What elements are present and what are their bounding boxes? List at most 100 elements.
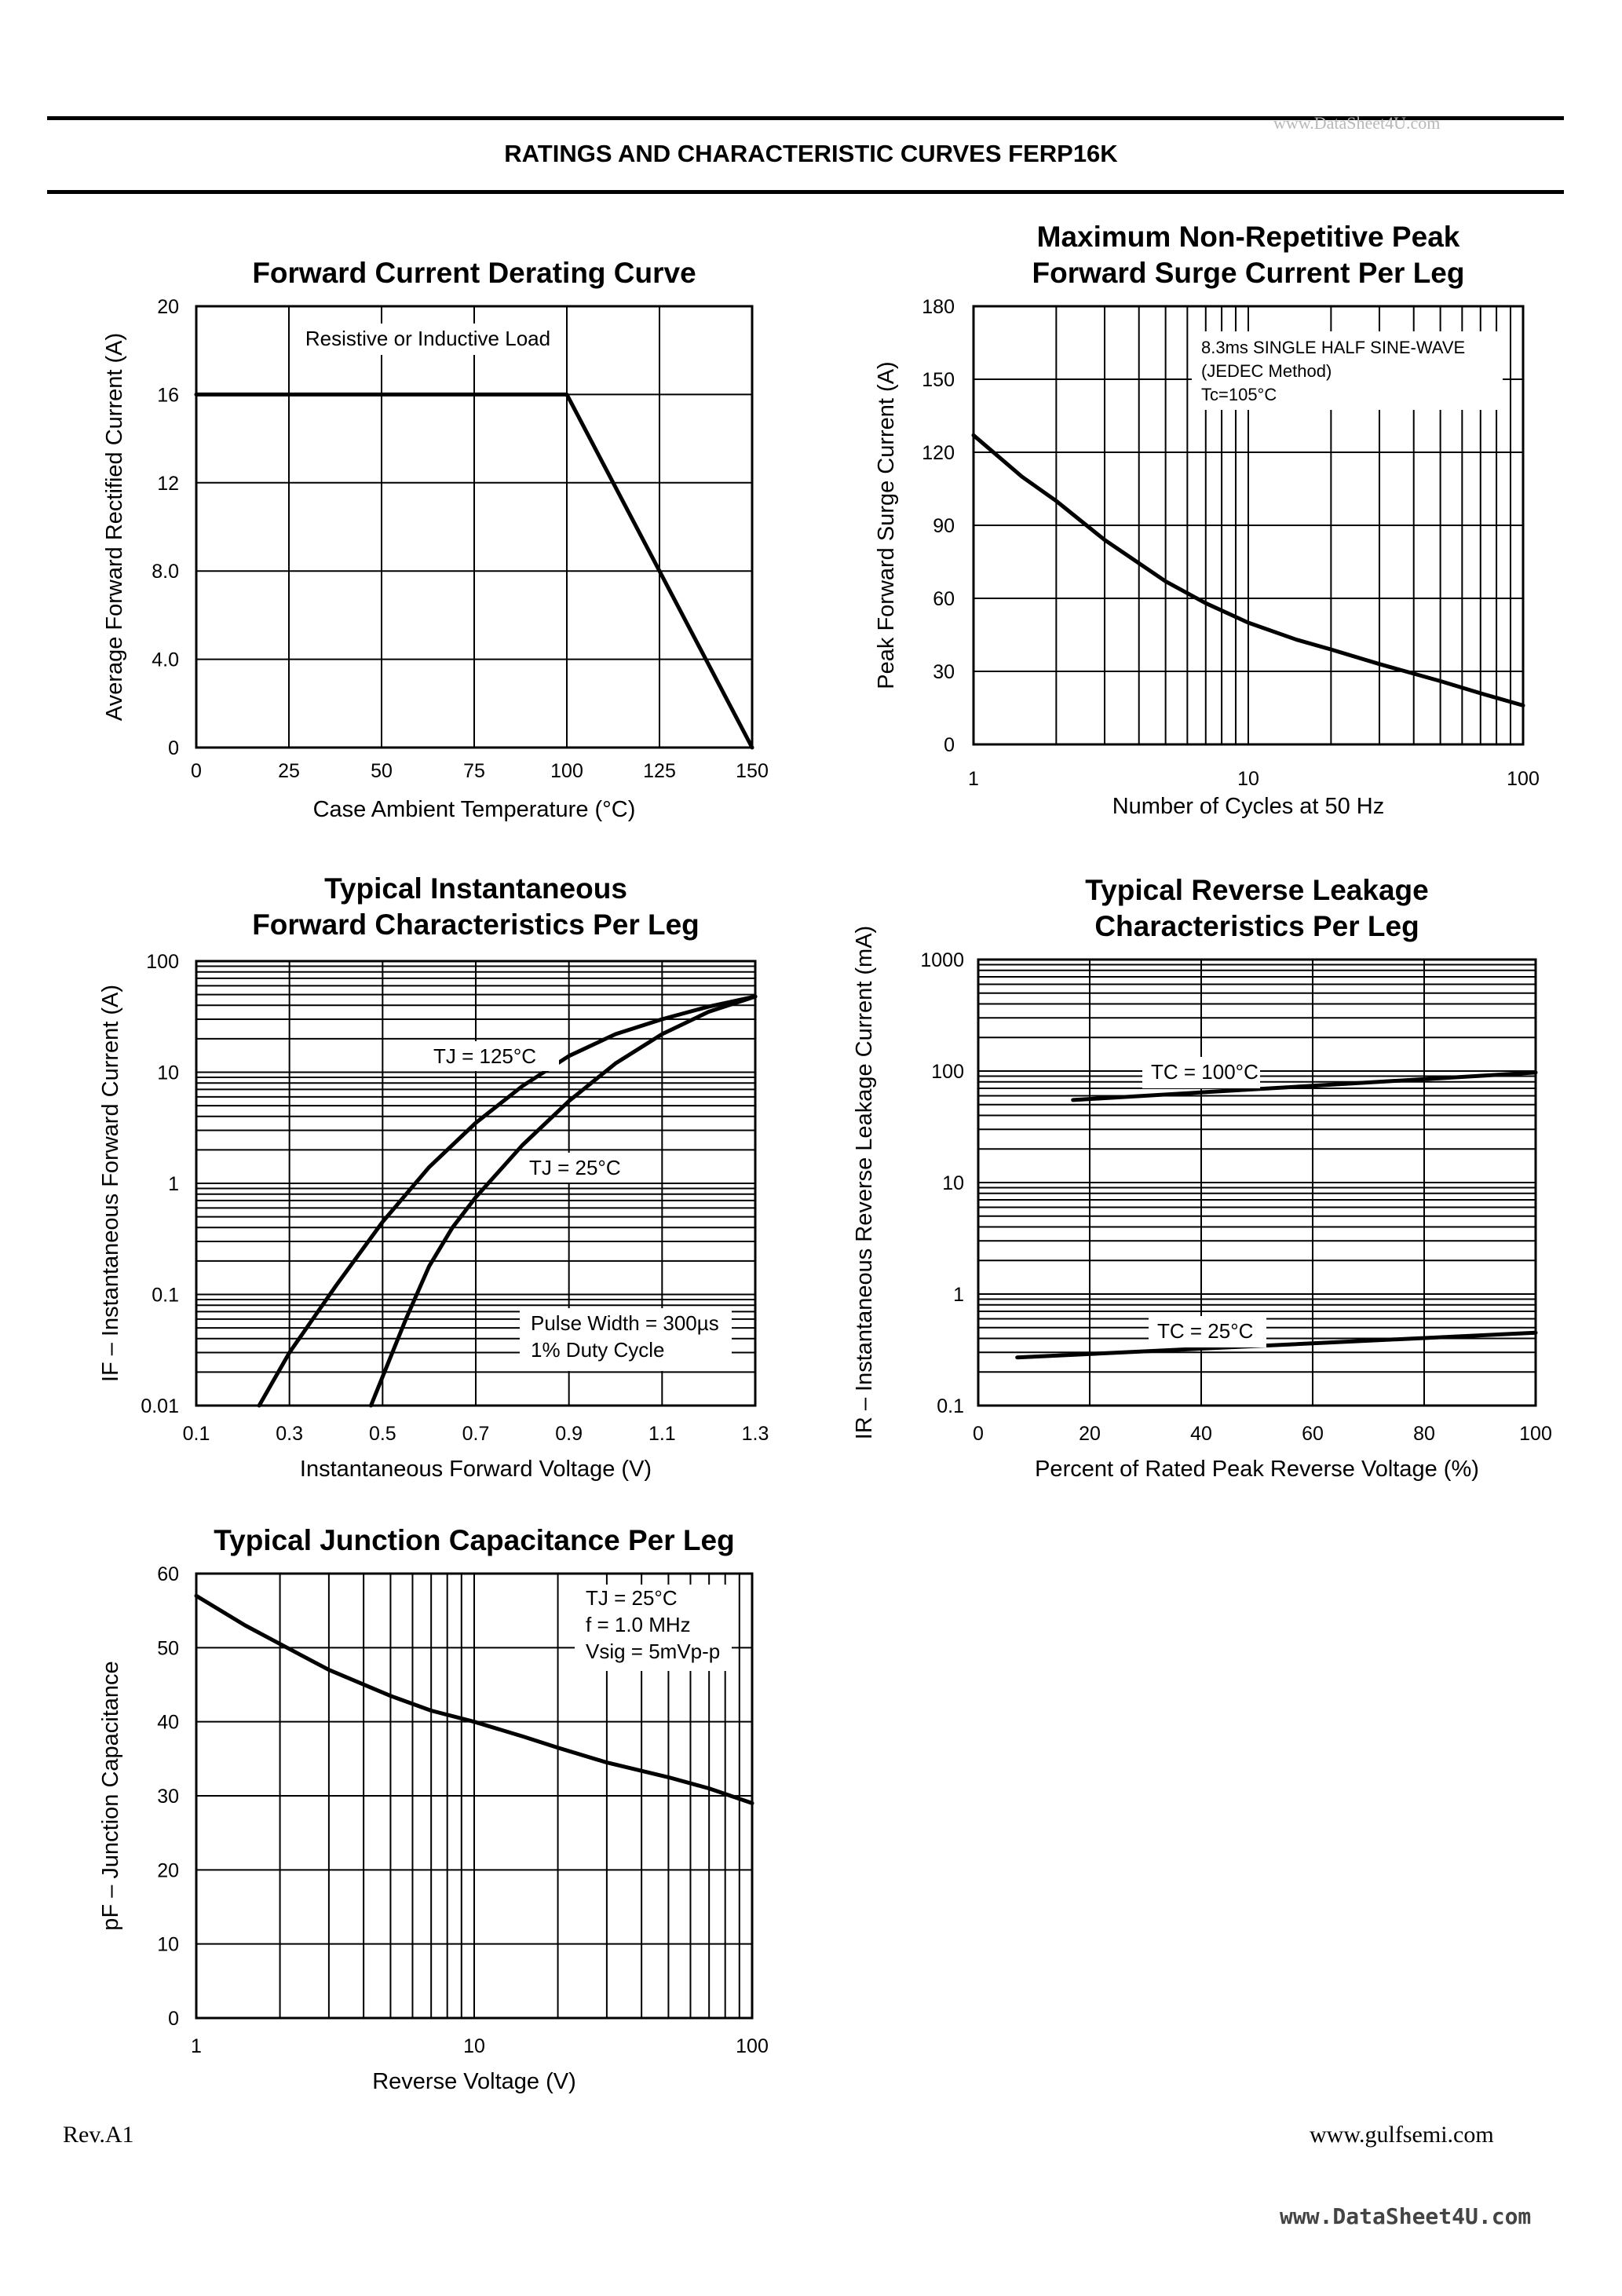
chart-title: Forward Surge Current Per Leg xyxy=(1032,257,1465,289)
chart-title: Forward Characteristics Per Leg xyxy=(252,909,700,941)
series-line xyxy=(1071,1070,1538,1102)
y-tick-label: 20 xyxy=(157,296,179,318)
x-tick-label: 100 xyxy=(736,2035,769,2057)
label-backdrop xyxy=(518,1153,622,1183)
y-tick-label: 0.1 xyxy=(152,1285,179,1307)
y-tick-label: 0.01 xyxy=(141,1395,179,1417)
x-tick-label: 100 xyxy=(1519,1423,1552,1445)
y-tick-label: 30 xyxy=(157,1786,179,1808)
x-tick-label: 1.3 xyxy=(742,1423,769,1445)
x-tick-label: 80 xyxy=(1413,1423,1435,1445)
chart-title: Forward Current Derating Curve xyxy=(252,257,696,289)
x-tick-label: 25 xyxy=(278,760,300,782)
chart-annotation: Pulse Width = 300µs xyxy=(531,1311,719,1335)
series-label: TC = 25°C xyxy=(1157,1319,1253,1343)
plot-frame xyxy=(195,305,754,749)
y-tick-label: 10 xyxy=(942,1172,964,1194)
footer-revision: Rev.A1 xyxy=(63,2122,134,2148)
plot-frame xyxy=(977,958,1537,1407)
chart-title: Typical Reverse Leakage xyxy=(1085,874,1428,906)
x-axis-label: Percent of Rated Peak Reverse Voltage (%… xyxy=(1035,1457,1479,1482)
x-tick-label: 0 xyxy=(191,760,202,782)
header-watermark: www.DataSheet4U.com xyxy=(1273,113,1441,133)
x-tick-label: 0 xyxy=(973,1423,984,1445)
x-axis-label: Reverse Voltage (V) xyxy=(372,2069,576,2094)
y-axis-label: Peak Forward Surge Current (A) xyxy=(874,361,899,689)
header-bottom-rule xyxy=(47,190,1564,194)
x-tick-label: 0.9 xyxy=(555,1423,583,1445)
y-tick-label: 10 xyxy=(157,1062,179,1084)
annotation-backdrop xyxy=(1192,331,1503,410)
x-tick-label: 1 xyxy=(191,2035,202,2057)
y-tick-label: 1 xyxy=(168,1173,179,1195)
x-tick-label: 10 xyxy=(1237,768,1259,790)
label-backdrop xyxy=(1142,1057,1260,1088)
chart-annotation: TJ = 25°C xyxy=(586,1586,678,1610)
series-line xyxy=(194,392,754,750)
chart-title: Typical Junction Capacitance Per Leg xyxy=(214,1524,734,1556)
x-axis-label: Instantaneous Forward Voltage (V) xyxy=(300,1457,652,1482)
x-tick-label: 100 xyxy=(550,760,583,782)
y-tick-label: 20 xyxy=(157,1859,179,1881)
y-tick-label: 0 xyxy=(168,737,179,759)
page-title: RATINGS AND CHARACTERISTIC CURVES FERP16… xyxy=(504,140,1118,167)
y-tick-label: 1 xyxy=(953,1284,964,1306)
grid xyxy=(195,960,756,1406)
y-tick-label: 100 xyxy=(931,1061,964,1083)
chart-annotation: Tc=105°C xyxy=(1201,385,1277,404)
y-axis-label: pF – Junction Capacitance xyxy=(98,1661,123,1930)
label-backdrop xyxy=(1149,1316,1266,1347)
y-tick-label: 100 xyxy=(146,951,179,973)
y-tick-label: 60 xyxy=(933,588,955,610)
x-tick-label: 150 xyxy=(736,760,769,782)
x-tick-label: 0.7 xyxy=(462,1423,490,1445)
annotation-backdrop xyxy=(298,324,557,355)
y-tick-label: 40 xyxy=(157,1712,179,1734)
x-tick-label: 0.1 xyxy=(183,1423,210,1445)
chart-title: Typical Instantaneous xyxy=(324,872,627,905)
header-top-rule xyxy=(47,116,1564,120)
chart-annotation: f = 1.0 MHz xyxy=(586,1613,691,1636)
x-tick-label: 10 xyxy=(463,2035,485,2057)
chart-annotation: 8.3ms SINGLE HALF SINE-WAVE xyxy=(1201,338,1465,357)
y-tick-label: 4.0 xyxy=(152,649,179,671)
x-tick-label: 75 xyxy=(463,760,485,782)
x-tick-label: 50 xyxy=(371,760,393,782)
y-tick-label: 0.1 xyxy=(937,1395,964,1417)
y-axis-label: IR – Instantaneous Reverse Leakage Curre… xyxy=(852,926,877,1439)
y-tick-label: 1000 xyxy=(920,949,964,971)
chart-annotation: Resistive or Inductive Load xyxy=(305,327,550,350)
chart-title: Characteristics Per Leg xyxy=(1094,910,1419,942)
plot-frame xyxy=(195,960,757,1407)
x-axis-label: Case Ambient Temperature (°C) xyxy=(313,797,636,822)
series-line xyxy=(194,1593,754,1805)
y-tick-label: 30 xyxy=(933,661,955,683)
x-tick-label: 60 xyxy=(1302,1423,1324,1445)
y-tick-label: 150 xyxy=(922,369,955,391)
chart-annotation: 1% Duty Cycle xyxy=(531,1338,665,1362)
x-tick-label: 40 xyxy=(1190,1423,1212,1445)
label-backdrop xyxy=(424,1041,559,1071)
y-tick-label: 0 xyxy=(944,734,955,756)
y-tick-label: 180 xyxy=(922,296,955,318)
y-tick-label: 60 xyxy=(157,1563,179,1585)
series-line xyxy=(1015,1330,1538,1360)
x-tick-label: 1.1 xyxy=(648,1423,676,1445)
x-tick-label: 100 xyxy=(1507,768,1540,790)
footer-watermark: www.DataSheet4U.com xyxy=(1280,2203,1532,2229)
y-axis-label: IF – Instantaneous Forward Current (A) xyxy=(98,985,123,1382)
y-tick-label: 12 xyxy=(157,473,179,495)
chart-annotation: Vsig = 5mVp-p xyxy=(586,1640,720,1663)
x-tick-label: 0.5 xyxy=(369,1423,396,1445)
footer-website: www.gulfsemi.com xyxy=(1310,2122,1494,2148)
series-line xyxy=(369,994,758,1408)
x-tick-label: 125 xyxy=(643,760,676,782)
y-tick-label: 50 xyxy=(157,1637,179,1659)
x-tick-label: 0.3 xyxy=(276,1423,303,1445)
y-tick-label: 120 xyxy=(922,442,955,464)
annotation-backdrop xyxy=(575,1585,732,1671)
